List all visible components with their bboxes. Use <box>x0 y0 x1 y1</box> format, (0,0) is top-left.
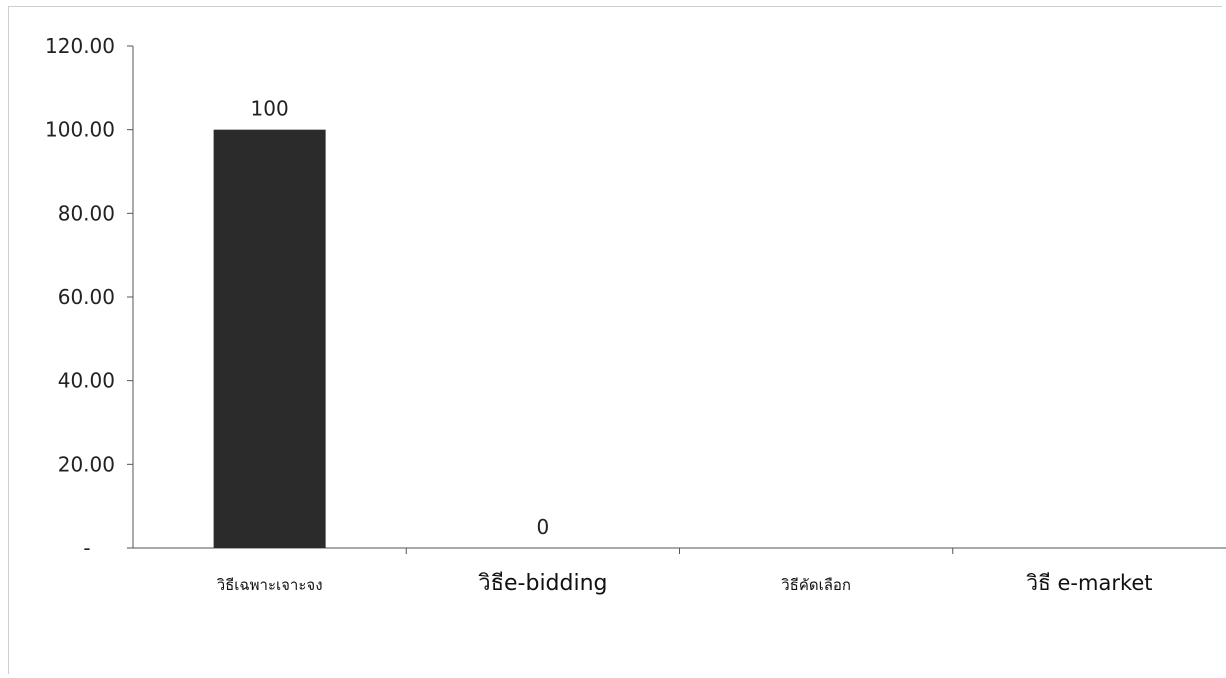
x-category-label: วิธี e-market <box>1026 571 1153 595</box>
data-label: 0 <box>537 515 550 539</box>
y-tick-label: 20.00 <box>58 452 115 476</box>
y-tick-label: 40.00 <box>58 369 115 393</box>
y-tick-label: 60.00 <box>58 285 115 309</box>
y-tick-label: 80.00 <box>58 201 115 225</box>
x-category-label: วิธีคัดเลือก <box>781 576 851 594</box>
bar <box>213 129 326 548</box>
chart-frame <box>8 6 1222 674</box>
y-tick-label: 100.00 <box>45 118 115 142</box>
x-category-label: วิธีเฉพาะเจาะจง <box>216 576 322 594</box>
y-tick-label: 120.00 <box>45 34 115 58</box>
x-category-label: วิธีe-bidding <box>478 571 608 596</box>
data-label: 100 <box>251 97 289 121</box>
y-tick-label: - <box>83 536 90 560</box>
